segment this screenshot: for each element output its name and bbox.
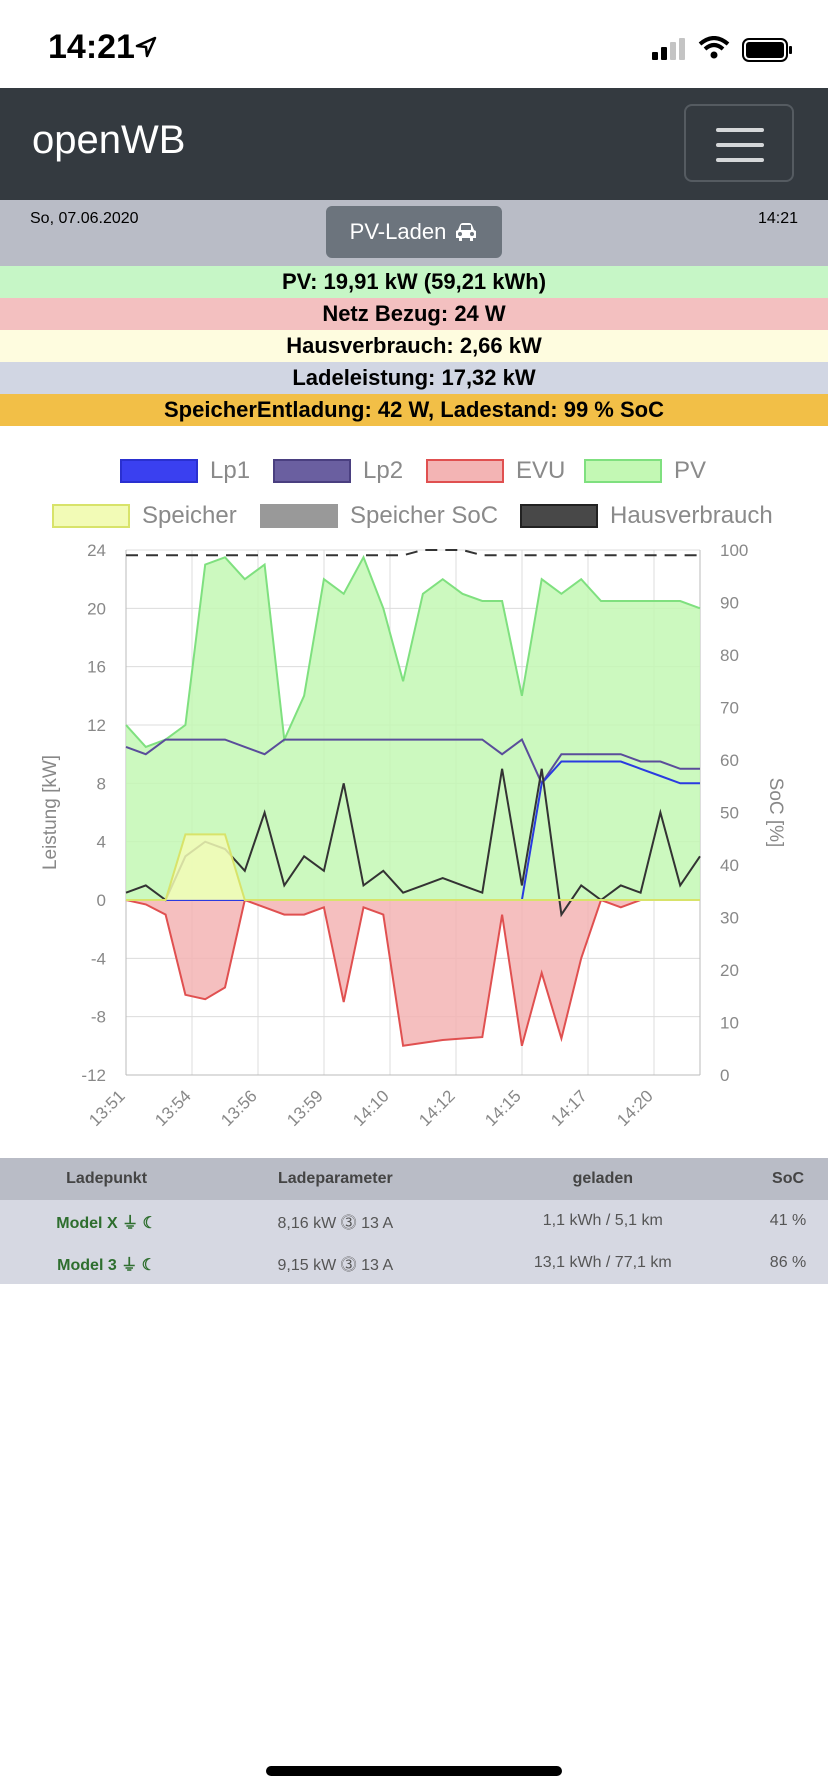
charge-points-table: Ladepunkt Ladeparameter geladen SoC Mode… [0, 1158, 828, 1284]
location-arrow-icon [135, 36, 157, 58]
battery-icon [742, 38, 792, 62]
navbar: openWB [0, 88, 828, 200]
series-area-speicher [126, 834, 700, 900]
legend-speicher-soc[interactable]: Speicher SoC [260, 501, 498, 531]
y-tick-label: -12 [81, 1066, 106, 1085]
param-cell: 8,16 kW ⓷ 13 A [213, 1200, 458, 1242]
series-line-lp2 [125, 738, 700, 786]
y2-tick-label: 90 [720, 594, 739, 613]
table-row: Model 3 ⏚ ☾ 9,15 kW ⓷ 13 A 13,1 kWh / 77… [0, 1242, 828, 1284]
grid-summary: Netz Bezug: 24 W [0, 298, 828, 330]
y2-tick-label: 100 [720, 541, 748, 560]
y-tick-label: 8 [97, 774, 106, 793]
charge-mode-button[interactable]: PV-Laden [326, 206, 502, 258]
y-tick-label: 24 [87, 541, 106, 560]
y2-tick-label: 70 [720, 699, 739, 718]
y2-tick-label: 20 [720, 961, 739, 980]
status-time: 14:21 [48, 28, 135, 66]
series-area-evu [126, 900, 700, 1046]
series-line-evu [125, 898, 700, 1047]
plug-icon: ⏚ [122, 1215, 139, 1232]
x-tick-label: 14:10 [349, 1086, 393, 1130]
y2-tick-label: 40 [720, 856, 739, 875]
soc-cell: 86 % [748, 1242, 828, 1284]
header-soc: SoC [748, 1158, 828, 1200]
y-tick-label: 4 [97, 833, 106, 852]
table-header: Ladepunkt Ladeparameter geladen SoC [0, 1158, 828, 1200]
x-tick-label: 14:15 [481, 1086, 525, 1130]
menu-toggle-button[interactable] [684, 104, 794, 182]
param-cell: 9,15 kW ⓷ 13 A [213, 1242, 458, 1284]
x-tick-label: 14:20 [613, 1086, 657, 1130]
time-label: 14:21 [757, 210, 798, 227]
header-ladepunkt: Ladepunkt [0, 1158, 214, 1200]
date-label: So, 07.06.2020 [30, 210, 139, 227]
charged-cell: 13,1 kWh / 77,1 km [457, 1242, 749, 1284]
plug-icon: ⏚ [121, 1257, 138, 1274]
y2-tick-label: 0 [720, 1066, 729, 1085]
legend-lp2[interactable]: Lp2 [273, 456, 403, 486]
power-chart: 24201612840-4-8-121009080706050403020100… [40, 541, 786, 1130]
y2-tick-label: 60 [720, 751, 739, 770]
y2-tick-label: 80 [720, 646, 739, 665]
chargepoint-name-cell[interactable]: Model 3 ⏚ ☾ [0, 1242, 214, 1284]
x-tick-label: 14:17 [547, 1086, 591, 1130]
soc-cell: 41 % [748, 1200, 828, 1242]
info-bar: So, 07.06.2020 PV-Laden 14:21 [0, 200, 828, 266]
wifi-icon [698, 36, 730, 59]
y2-tick-label: 30 [720, 909, 739, 928]
moon-icon: ☾ [142, 1215, 157, 1232]
header-ladeparameter: Ladeparameter [213, 1158, 458, 1200]
legend-hausverbrauch[interactable]: Hausverbrauch [520, 501, 773, 531]
car-icon [456, 223, 477, 241]
x-tick-label: 14:12 [415, 1086, 459, 1130]
charged-cell: 1,1 kWh / 5,1 km [457, 1200, 749, 1242]
brand[interactable]: openWB [32, 118, 186, 162]
moon-icon: ☾ [141, 1257, 156, 1274]
hamburger-icon [716, 128, 764, 132]
series-line-pv [125, 554, 701, 749]
x-tick-label: 13:51 [85, 1086, 129, 1130]
home-indicator [266, 1766, 562, 1776]
y-tick-label: 0 [97, 891, 106, 910]
legend-pv[interactable]: PV [584, 456, 706, 486]
y2-tick-label: 10 [720, 1014, 739, 1033]
header-geladen: geladen [457, 1158, 749, 1200]
y-tick-label: 12 [87, 716, 106, 735]
x-tick-label: 13:56 [217, 1086, 261, 1130]
chargepoint-name-cell[interactable]: Model X ⏚ ☾ [0, 1200, 214, 1242]
x-tick-label: 13:54 [151, 1086, 195, 1130]
status-bar: 14:21 [0, 0, 828, 88]
y2-tick-label: 50 [720, 804, 739, 823]
storage-summary: SpeicherEntladung: 42 W, Ladestand: 99 %… [0, 394, 828, 426]
house-summary: Hausverbrauch: 2,66 kW [0, 330, 828, 362]
y2-axis-label: SoC [%] [765, 778, 786, 848]
charge-mode-label: PV-Laden [349, 219, 447, 244]
y-tick-label: 20 [87, 599, 106, 618]
pv-summary: PV: 19,91 kW (59,21 kWh) [0, 266, 828, 298]
y-tick-label: -4 [91, 949, 106, 968]
table-row: Model X ⏚ ☾ 8,16 kW ⓷ 13 A 1,1 kWh / 5,1… [0, 1200, 828, 1242]
y-axis-label: Leistung [kW] [40, 755, 61, 870]
legend-lp1[interactable]: Lp1 [120, 456, 250, 486]
x-tick-label: 13:59 [283, 1086, 327, 1130]
y-tick-label: -8 [91, 1008, 106, 1027]
series-line-speicher-soc [126, 549, 700, 557]
charge-summary: Ladeleistung: 17,32 kW [0, 362, 828, 394]
legend-speicher[interactable]: Speicher [52, 501, 237, 531]
legend-evu[interactable]: EVU [426, 456, 565, 486]
series-area-pv [126, 557, 700, 900]
signal-icon [652, 38, 685, 60]
series-line-speicher [126, 833, 700, 901]
y-tick-label: 16 [87, 658, 106, 677]
